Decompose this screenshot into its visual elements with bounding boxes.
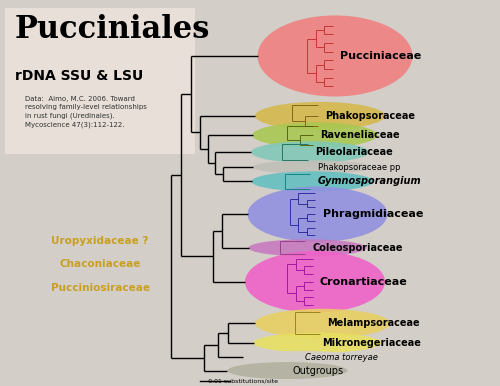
Text: Chaconiaceae: Chaconiaceae [60, 259, 140, 269]
Text: Gymnosporangium: Gymnosporangium [318, 176, 421, 186]
Text: Coleosporiaceae: Coleosporiaceae [312, 243, 403, 253]
Ellipse shape [252, 160, 372, 174]
Text: Outgroups: Outgroups [292, 366, 344, 376]
Text: Phakopsoraceae pp: Phakopsoraceae pp [318, 163, 400, 172]
Ellipse shape [248, 186, 388, 242]
Ellipse shape [255, 102, 385, 130]
Text: Data:  Aimo, M.C. 2006. Toward
resolving family-level relationships
in rust fung: Data: Aimo, M.C. 2006. Toward resolving … [25, 96, 147, 127]
Ellipse shape [252, 171, 374, 191]
Ellipse shape [251, 141, 369, 163]
Ellipse shape [252, 122, 378, 148]
Text: Raveneliaceae: Raveneliaceae [320, 130, 400, 140]
Ellipse shape [258, 15, 412, 96]
Ellipse shape [245, 251, 385, 313]
Text: Melampsoraceae: Melampsoraceae [328, 318, 420, 328]
Text: Phakopsoraceae: Phakopsoraceae [325, 111, 415, 121]
Text: Pucciniaceae: Pucciniaceae [340, 51, 421, 61]
Text: rDNA SSU & LSU: rDNA SSU & LSU [15, 69, 144, 83]
Text: Pucciniales: Pucciniales [15, 14, 210, 44]
Ellipse shape [242, 351, 358, 363]
Text: Uropyxidaceae ?: Uropyxidaceae ? [52, 236, 148, 246]
Ellipse shape [248, 239, 366, 256]
Ellipse shape [228, 362, 348, 379]
Ellipse shape [255, 309, 390, 338]
Text: Pileolariaceae: Pileolariaceae [315, 147, 393, 157]
Text: — 0.01 substitutions/site: — 0.01 substitutions/site [200, 379, 278, 384]
Text: Pucciniosiraceae: Pucciniosiraceae [50, 283, 150, 293]
Text: Phragmidiaceae: Phragmidiaceae [322, 209, 423, 219]
Text: Mikronegeriaceae: Mikronegeriaceae [322, 338, 422, 348]
FancyBboxPatch shape [5, 8, 195, 154]
Text: Caeoma torreyae: Caeoma torreyae [305, 352, 378, 362]
Text: Cronartiaceae: Cronartiaceae [320, 277, 408, 287]
Ellipse shape [254, 333, 382, 353]
